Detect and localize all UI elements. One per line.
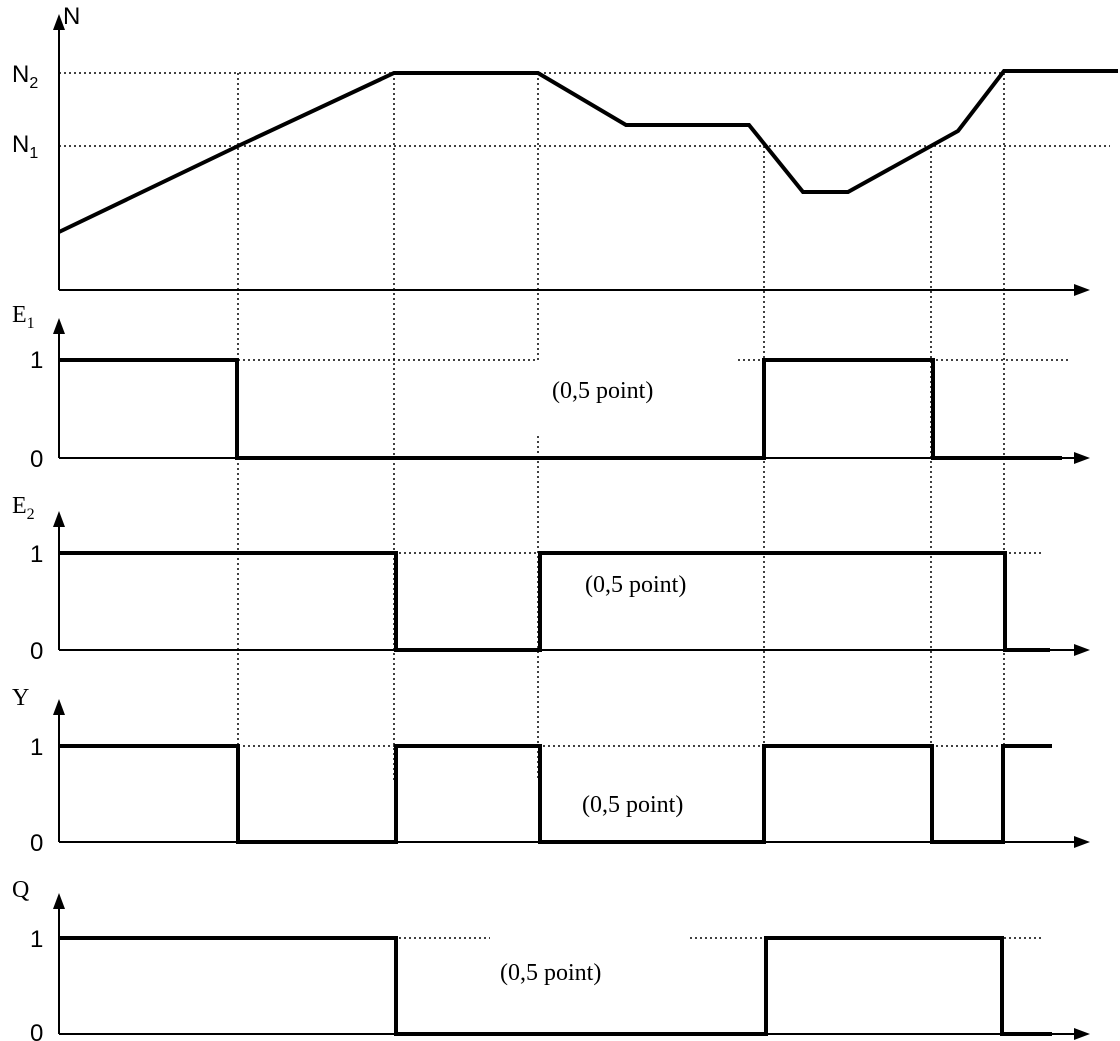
e2-signal xyxy=(59,551,1050,652)
q-y-axis-arrow-icon xyxy=(53,893,65,909)
e1-signal xyxy=(59,358,1062,460)
y-x-axis-arrow-icon xyxy=(1074,836,1090,848)
panel-e2: E2 1 0 (0,5 point) xyxy=(12,493,1090,665)
time-markers xyxy=(237,73,1005,780)
panel-n: N N2 N1 xyxy=(12,3,1118,296)
e2-level-high: 1 xyxy=(30,541,43,568)
e1-x-axis-arrow-icon xyxy=(1074,452,1090,464)
q-level-high: 1 xyxy=(30,926,43,953)
e2-label: E2 xyxy=(12,493,35,523)
e1-y-axis-arrow-icon xyxy=(53,318,65,334)
q-x-axis-arrow-icon xyxy=(1074,1028,1090,1040)
q-label: Q xyxy=(12,877,29,903)
n-curve xyxy=(58,69,1118,234)
level-n2-label: N2 xyxy=(12,61,38,92)
n-axis-label: N xyxy=(63,3,80,30)
q-signal xyxy=(59,936,1052,1036)
y-level-high: 1 xyxy=(30,734,43,761)
n-x-axis-arrow-icon xyxy=(1074,284,1090,296)
e2-note: (0,5 point) xyxy=(585,572,686,598)
y-label: Y xyxy=(12,685,29,711)
level-n1-label: N1 xyxy=(12,131,38,162)
y-note: (0,5 point) xyxy=(582,792,683,818)
y-level-low: 0 xyxy=(30,830,43,857)
y-y-axis-arrow-icon xyxy=(53,699,65,715)
e2-x-axis-arrow-icon xyxy=(1074,644,1090,656)
e1-label: E1 xyxy=(12,302,35,332)
panel-y: Y 1 0 (0,5 point) xyxy=(12,685,1090,857)
e1-note: (0,5 point) xyxy=(552,378,653,404)
q-note: (0,5 point) xyxy=(500,960,601,986)
e1-level-low: 0 xyxy=(30,446,43,473)
panel-q: Q 1 0 (0,5 point) xyxy=(12,877,1090,1041)
panel-e1: E1 1 0 (0,5 point) xyxy=(12,302,1090,473)
e2-y-axis-arrow-icon xyxy=(53,511,65,527)
n-y-axis-arrow-icon xyxy=(53,14,65,30)
e2-level-low: 0 xyxy=(30,638,43,665)
q-level-low: 0 xyxy=(30,1020,43,1041)
e1-level-high: 1 xyxy=(30,347,43,374)
y-signal xyxy=(59,744,1052,844)
